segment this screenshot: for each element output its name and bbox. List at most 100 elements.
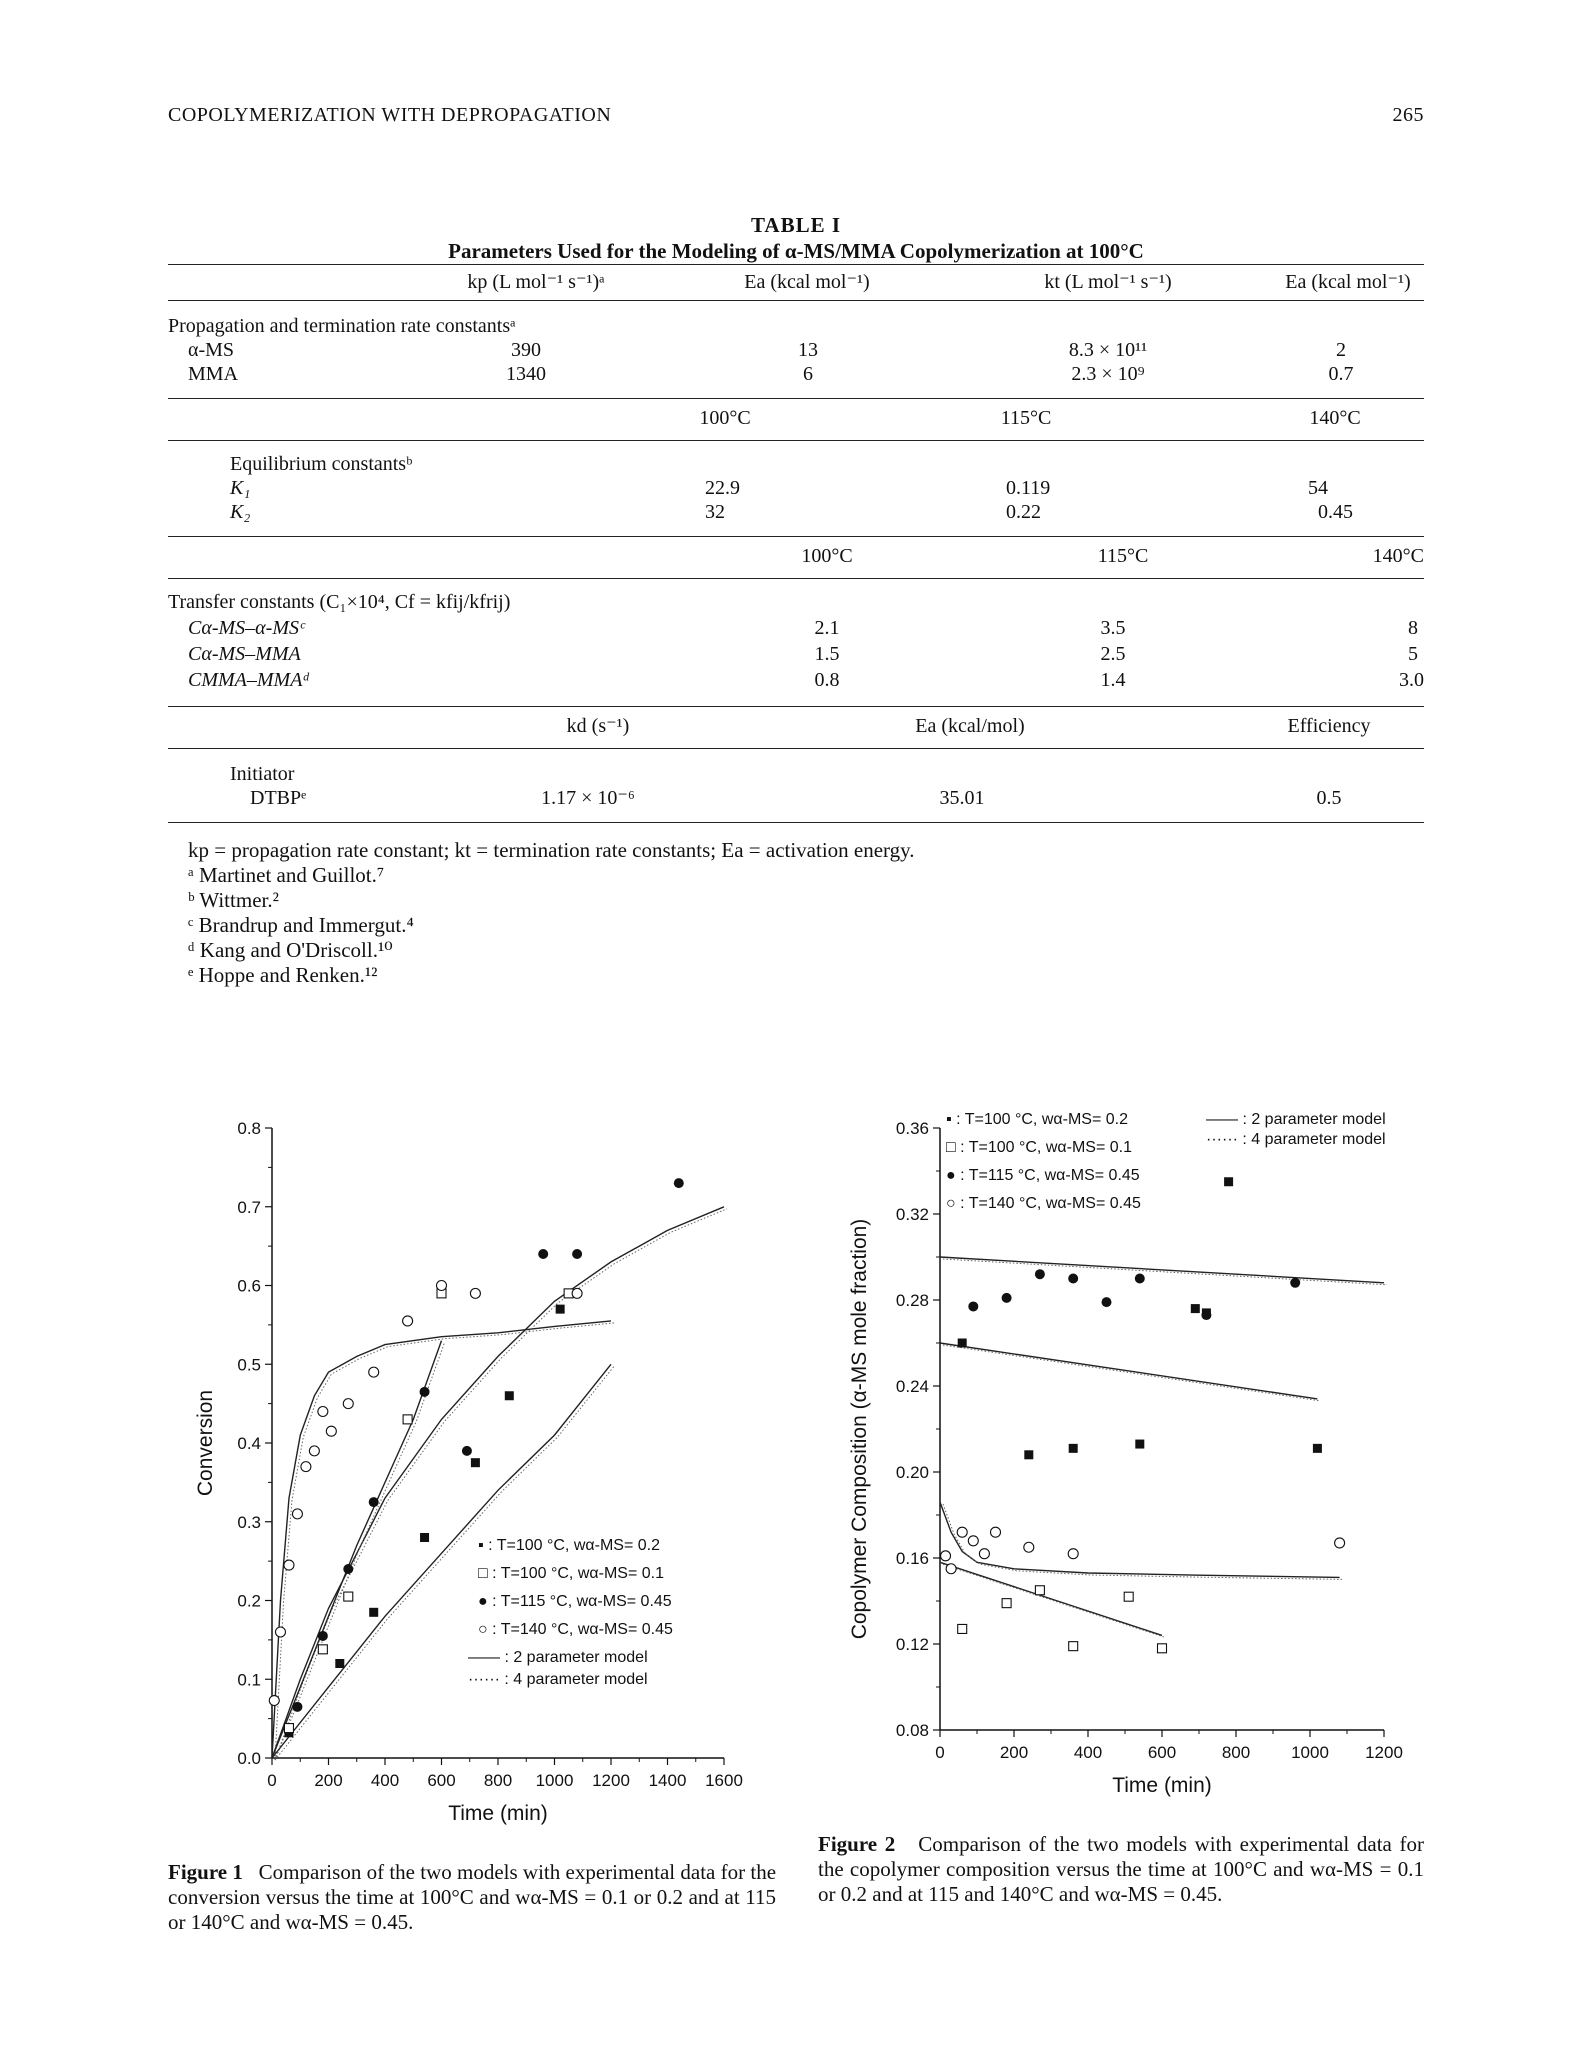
- model-curve-4param: [942, 1563, 1166, 1638]
- cell-c2-140: 5: [1408, 643, 1418, 665]
- legend-entry: ▪ : T=100 °C, wα-MS= 0.2: [946, 1111, 1128, 1128]
- x-tick-label: 200: [314, 1771, 342, 1790]
- row-name-k1: K₁: [230, 477, 251, 499]
- legend-entry: —— : 2 parameter model: [1206, 1111, 1386, 1128]
- data-point: [504, 1391, 514, 1401]
- legend-entry: □ : T=100 °C, wα-MS= 0.1: [478, 1565, 664, 1582]
- tr-header-140: 140°C: [1372, 545, 1424, 567]
- figure-1: 0 200 400 600 800 1000 1200 1400 1600 0.0 0.1 0.2 0.…: [188, 1119, 788, 1840]
- cell-ea2-ams: 2: [1336, 339, 1346, 361]
- cell-k1-100: 22.9: [705, 477, 740, 499]
- data-point: [461, 1445, 472, 1456]
- model-curve-2param: [939, 1342, 1318, 1400]
- data-point: [369, 1607, 379, 1617]
- x-tick-label: 1600: [705, 1771, 743, 1790]
- figure-1-chart: 0 200 400 600 800 1000 1200 1400 1600 0.0 0.1 0.2 0.…: [194, 1119, 743, 1825]
- model-curve-2param: [271, 1206, 725, 1759]
- data-point: [274, 1626, 287, 1638]
- data-point: [368, 1497, 379, 1508]
- data-point: [268, 1694, 280, 1707]
- table-rule: [168, 578, 1424, 579]
- x-tick-label: 600: [1148, 1743, 1176, 1762]
- cell-c2-100: 1.5: [814, 643, 840, 665]
- cell-k2-100: 32: [705, 501, 725, 523]
- x-tick-label: 800: [484, 1771, 512, 1790]
- cell-c1-100: 2.1: [814, 617, 840, 639]
- cell-kp-ams: 390: [511, 339, 541, 361]
- y-tick-label: 0.1: [237, 1670, 261, 1689]
- data-point: [1134, 1273, 1145, 1284]
- cell-c3-115: 1.4: [1100, 669, 1126, 691]
- data-point: [342, 1398, 354, 1410]
- figure-2-text: Comparison of the two models with experi…: [818, 1832, 1424, 1906]
- row-name-c-mma-mma: CMMA–MMAᵈ: [188, 669, 309, 691]
- init-header-kd: kd (s⁻¹): [566, 715, 630, 737]
- init-section-label: Initiator: [230, 763, 295, 785]
- data-point: [1334, 1537, 1346, 1549]
- running-header: COPOLYMERIZATION WITH DEPROPAGATION 265: [168, 104, 1424, 127]
- rate-section-label: Propagation and termination rate constan…: [168, 315, 516, 337]
- legend-entry: ○ : T=140 °C, wα-MS= 0.45: [478, 1621, 673, 1638]
- x-tick-label: 400: [371, 1771, 399, 1790]
- footnote: ᵃ Martinet and Guillot.⁷: [188, 863, 385, 887]
- data-point: [343, 1591, 354, 1602]
- y-tick-label: 0.4: [237, 1434, 261, 1453]
- cell-c1-115: 3.5: [1100, 617, 1126, 639]
- model-curve-4param: [942, 1503, 1343, 1580]
- eq-header-115: 115°C: [1000, 407, 1052, 429]
- footnote: ᶜ Brandrup and Immergut.⁴: [188, 913, 414, 937]
- data-point: [1224, 1177, 1234, 1187]
- y-tick-label: 0.28: [896, 1291, 929, 1310]
- cell-efficiency: 0.5: [1316, 787, 1342, 809]
- data-point: [572, 1249, 583, 1259]
- col-header-kp: kp (L mol⁻¹ s⁻¹)ᵃ: [467, 271, 605, 293]
- x-tick-label: 800: [1222, 1743, 1250, 1762]
- table-rule: [168, 748, 1424, 749]
- x-tick-label: 1000: [1291, 1743, 1329, 1762]
- cell-ea2-mma: 0.7: [1328, 363, 1354, 385]
- model-curve-4param: [274, 1208, 728, 1761]
- y-tick-label: 0.5: [237, 1355, 261, 1374]
- data-point: [1101, 1297, 1112, 1308]
- data-point: [1290, 1277, 1301, 1288]
- data-point: [1068, 1443, 1078, 1453]
- data-point: [945, 1563, 957, 1575]
- x-tick-label: 600: [427, 1771, 455, 1790]
- data-point: [1024, 1450, 1034, 1460]
- data-point: [308, 1445, 320, 1457]
- x-tick-label: 0: [935, 1743, 944, 1762]
- legend-entry: ● : T=115 °C, wα-MS= 0.45: [478, 1593, 672, 1610]
- data-point: [283, 1723, 294, 1734]
- data-point: [435, 1279, 448, 1292]
- cell-c1-140: 8: [1408, 617, 1418, 639]
- data-point: [1067, 1548, 1079, 1560]
- row-name-c-ams-ams: Cα-MS–α-MSᶜ: [188, 617, 305, 639]
- cell-kd: 1.17 × 10⁻⁶: [541, 787, 635, 809]
- x-tick-label: 400: [1074, 1743, 1102, 1762]
- table-rule: [168, 440, 1424, 441]
- data-point: [343, 1564, 354, 1574]
- model-curve-4param: [274, 1342, 445, 1761]
- data-point: [967, 1535, 979, 1547]
- x-tick-label: 1200: [592, 1771, 630, 1790]
- cell-k1-115: 0.119: [1006, 477, 1051, 499]
- cell-kp-mma: 1340: [506, 363, 546, 385]
- table-rule: [168, 398, 1424, 399]
- cell-k2-140: 0.45: [1318, 501, 1353, 523]
- model-curve-2param: [271, 1320, 612, 1759]
- figure-2-label: Figure 2: [818, 1832, 896, 1856]
- data-point: [283, 1559, 295, 1571]
- row-name-k2: K₂: [230, 501, 251, 523]
- cell-k1-140: 54: [1308, 477, 1328, 499]
- y-tick-label: 0.08: [896, 1721, 929, 1740]
- model-curve-2param: [939, 1256, 1385, 1284]
- data-point: [317, 1405, 329, 1418]
- row-name-c-ams-mma: Cα-MS–MMA: [188, 643, 301, 665]
- figure-1-caption: Figure 1 Comparison of the two models wi…: [168, 1860, 776, 1935]
- footnote: kp = propagation rate constant; kt = ter…: [188, 838, 915, 862]
- legend-entry: ▪ : T=100 °C, wα-MS= 0.2: [478, 1537, 660, 1554]
- data-point: [300, 1461, 312, 1473]
- col-header-ea1: Ea (kcal mol⁻¹): [744, 271, 870, 293]
- cell-c3-100: 0.8: [814, 669, 840, 691]
- data-point: [968, 1301, 979, 1312]
